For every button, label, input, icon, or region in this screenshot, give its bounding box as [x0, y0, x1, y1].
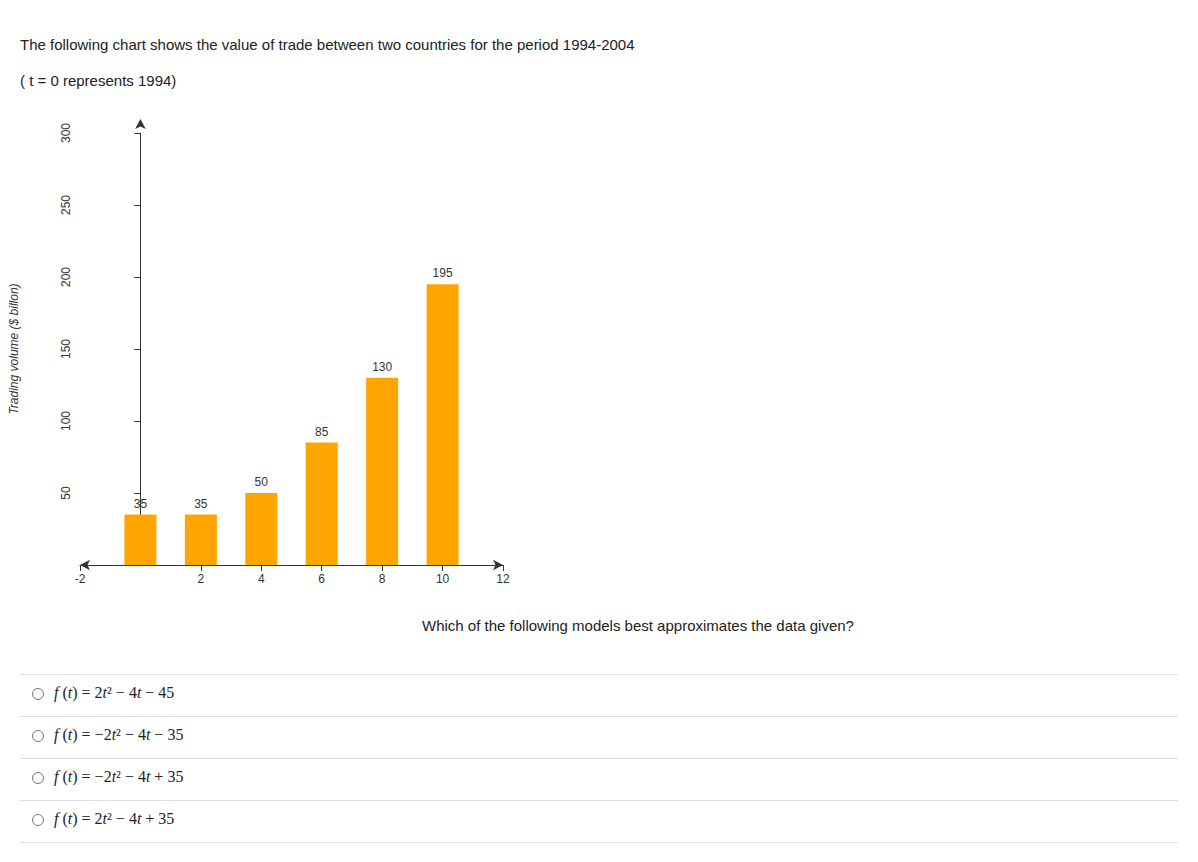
svg-text:Trading volume ($ billon): Trading volume ($ billon): [7, 283, 21, 414]
svg-text:35: 35: [134, 497, 148, 511]
html-text:Which of the following models: Which of the following models best appro…: [422, 617, 854, 634]
html-text:f (t) = − 2 t ² − 4 t + 3 5: f (t) = − 2 t ² − 4 t + 3 5: [54, 768, 184, 785]
svg-text:300: 300: [59, 123, 73, 143]
svg-text:195: 195: [433, 266, 453, 280]
svg-text:150: 150: [59, 339, 73, 359]
svg-text:12: 12: [496, 572, 510, 586]
svg-text:2: 2: [198, 572, 205, 586]
svg-text:250: 250: [59, 195, 73, 215]
html-text:f (t) = 2 t ² − 4 t + 3 5: f (t) = 2 t ² − 4 t + 3 5: [54, 810, 175, 827]
svg-text:85: 85: [315, 425, 329, 439]
svg-text:-2: -2: [75, 572, 86, 586]
svg-text:200: 200: [59, 267, 73, 287]
svg-text:35: 35: [194, 497, 208, 511]
svg-text:4: 4: [258, 572, 265, 586]
svg-text:8: 8: [379, 572, 386, 586]
html-text:f (t) = 2 t ² − 4 t − 4 5: f (t) = 2 t ² − 4 t − 4 5: [54, 684, 175, 701]
html-text:( t = 0 represents 1994): ( t = 0 represents 1994): [20, 72, 177, 89]
svg-text:6: 6: [318, 572, 325, 586]
svg-text:130: 130: [372, 360, 392, 374]
svg-text:50: 50: [255, 475, 269, 489]
svg-text:10: 10: [436, 572, 450, 586]
svg-text:50: 50: [59, 486, 73, 500]
html-text:f (t) = − 2 t ² − 4 t − 3 5: f (t) = − 2 t ² − 4 t − 3 5: [54, 726, 184, 743]
html-text:The following chart shows the: The following chart shows the value of t…: [20, 36, 635, 53]
svg-text:100: 100: [59, 411, 73, 431]
